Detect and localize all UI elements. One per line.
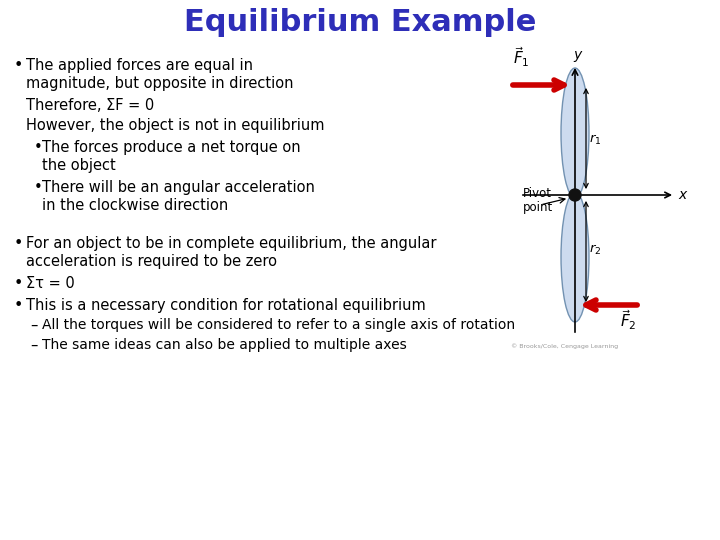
Text: •: •: [34, 140, 42, 155]
Text: There will be an angular acceleration: There will be an angular acceleration: [42, 180, 315, 195]
Text: Στ = 0: Στ = 0: [26, 276, 75, 291]
Text: acceleration is required to be zero: acceleration is required to be zero: [26, 254, 277, 269]
Text: The same ideas can also be applied to multiple axes: The same ideas can also be applied to mu…: [42, 338, 407, 352]
Text: •: •: [34, 180, 42, 195]
Text: magnitude, but opposite in direction: magnitude, but opposite in direction: [26, 76, 294, 91]
Text: •: •: [14, 276, 23, 291]
Text: point: point: [523, 201, 553, 214]
Text: $r_1$: $r_1$: [589, 133, 601, 147]
Text: The forces produce a net torque on: The forces produce a net torque on: [42, 140, 301, 155]
Text: The applied forces are equal in: The applied forces are equal in: [26, 58, 253, 73]
Text: For an object to be in complete equilibrium, the angular: For an object to be in complete equilibr…: [26, 236, 436, 251]
Ellipse shape: [561, 68, 589, 198]
Text: •: •: [14, 236, 23, 251]
Circle shape: [569, 189, 581, 201]
Text: in the clockwise direction: in the clockwise direction: [42, 198, 228, 213]
Text: $\vec{F}_2$: $\vec{F}_2$: [621, 308, 637, 332]
Text: Equilibrium Example: Equilibrium Example: [184, 8, 536, 37]
Text: •: •: [14, 298, 23, 313]
Text: © Brooks/Cole, Cengage Learning: © Brooks/Cole, Cengage Learning: [511, 343, 618, 349]
Text: All the torques will be considered to refer to a single axis of rotation: All the torques will be considered to re…: [42, 318, 515, 332]
Text: –: –: [30, 318, 37, 333]
Text: Therefore, ΣF = 0: Therefore, ΣF = 0: [26, 98, 154, 113]
Text: This is a necessary condition for rotational equilibrium: This is a necessary condition for rotati…: [26, 298, 426, 313]
Text: –: –: [30, 338, 37, 353]
Text: Pivot: Pivot: [523, 187, 552, 200]
Text: However, the object is not in equilibrium: However, the object is not in equilibriu…: [26, 118, 325, 133]
Text: $\vec{F}_1$: $\vec{F}_1$: [513, 45, 530, 69]
Ellipse shape: [561, 192, 589, 322]
Text: •: •: [14, 58, 23, 73]
Text: x: x: [678, 188, 686, 202]
Text: $r_2$: $r_2$: [589, 243, 601, 257]
Text: y: y: [573, 48, 581, 62]
Text: the object: the object: [42, 158, 116, 173]
